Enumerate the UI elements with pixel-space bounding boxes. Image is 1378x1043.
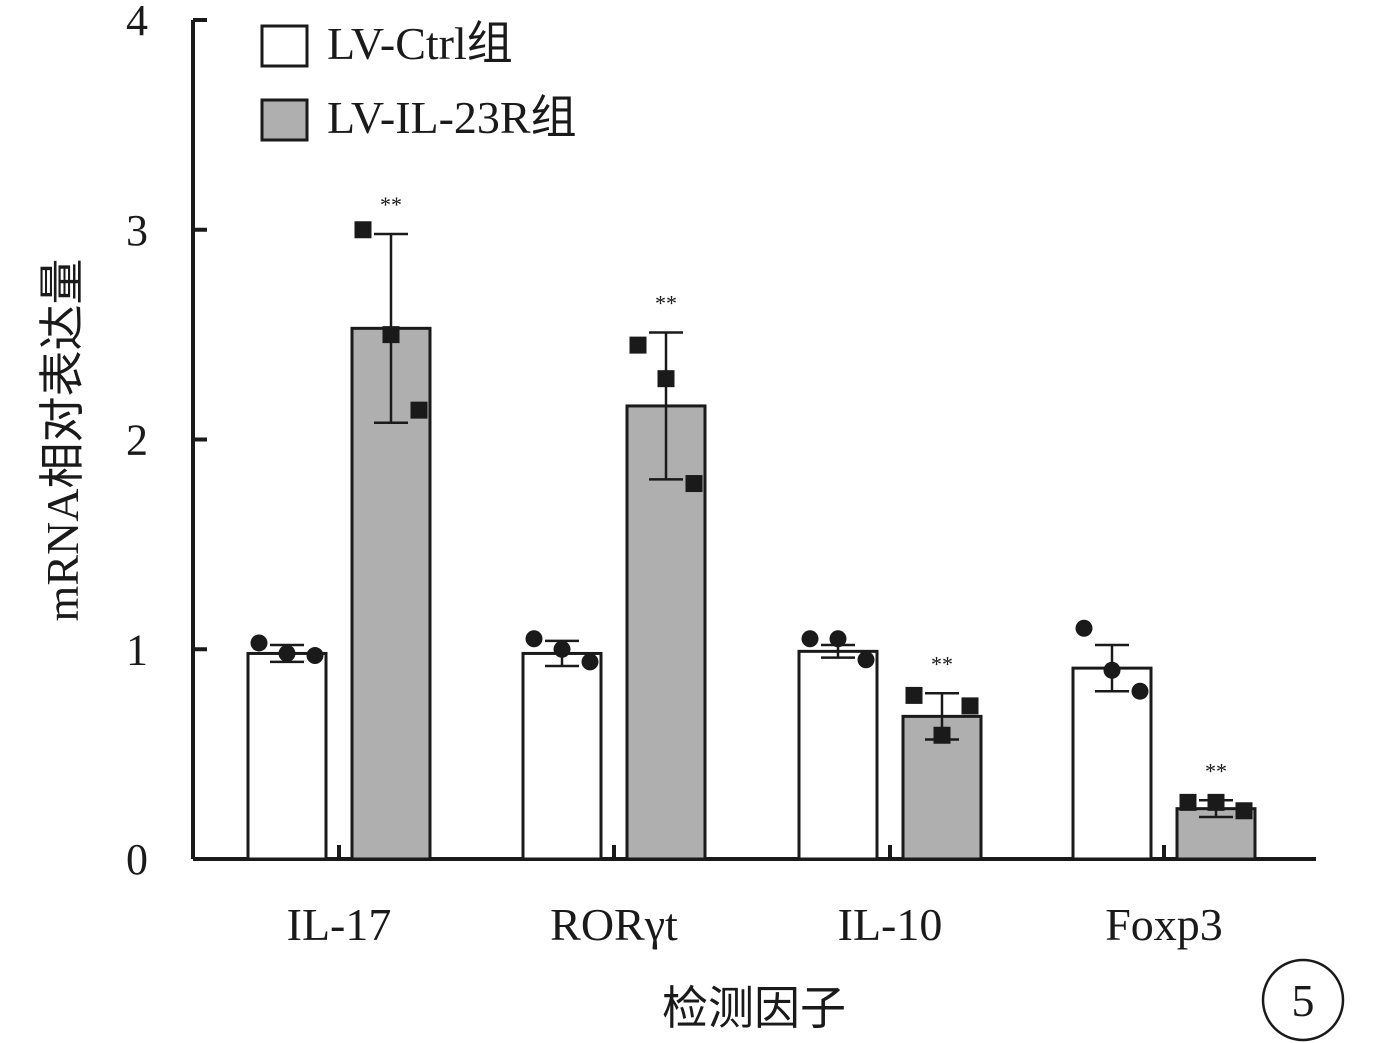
x-category-label: IL-10 — [838, 899, 943, 950]
data-point — [629, 336, 647, 354]
y-axis-title: mRNA相对表达量 — [37, 259, 88, 622]
significance-label: ** — [655, 291, 677, 316]
legend-label: LV-IL-23R组 — [327, 92, 577, 143]
significance-label: ** — [931, 651, 953, 676]
panel-badge-label: 5 — [1292, 975, 1315, 1026]
data-point — [410, 401, 428, 419]
data-point — [553, 640, 571, 658]
chart-bars: ** ** ** ** — [246, 192, 1257, 861]
data-point — [657, 370, 675, 388]
y-tick-label: 0 — [126, 835, 148, 884]
data-point — [961, 697, 979, 715]
chart-axes: 0 1 2 3 4 IL-17 RORγt IL-10 Foxp3 — [126, 0, 1316, 950]
legend-label: LV-Ctrl组 — [327, 18, 513, 69]
data-point — [685, 475, 703, 493]
significance-label: ** — [1205, 758, 1227, 783]
data-point — [857, 651, 875, 669]
data-point — [278, 644, 296, 662]
panel-badge: 5 — [1261, 958, 1345, 1042]
legend-swatch — [260, 24, 309, 68]
data-point — [1131, 682, 1149, 700]
x-axis-title: 检测因子 — [662, 983, 846, 1034]
data-point — [801, 630, 819, 648]
data-point — [250, 634, 268, 652]
panel-badge-circle — [1261, 958, 1345, 1042]
bar — [797, 649, 879, 861]
data-point — [1179, 793, 1197, 811]
data-point — [525, 630, 543, 648]
data-point — [829, 630, 847, 648]
chart-legend: LV-Ctrl组 LV-IL-23R组 — [260, 18, 577, 143]
data-point — [933, 726, 951, 744]
data-point — [905, 686, 923, 704]
data-point — [1103, 661, 1121, 679]
y-tick-label: 3 — [126, 206, 148, 255]
significance-label: ** — [380, 192, 402, 217]
x-category-label: RORγt — [550, 899, 678, 950]
bar — [521, 651, 603, 861]
data-point — [1235, 802, 1253, 820]
data-point — [306, 647, 324, 665]
data-point — [581, 653, 599, 671]
data-point — [354, 221, 372, 239]
y-tick-label: 1 — [126, 625, 148, 674]
legend-swatch — [260, 98, 309, 142]
x-category-label: IL-17 — [287, 899, 392, 950]
data-point — [382, 326, 400, 344]
bar — [246, 651, 328, 861]
bar — [1071, 666, 1153, 861]
data-point — [1207, 793, 1225, 811]
data-point — [1075, 619, 1093, 637]
y-tick-label: 2 — [126, 416, 148, 465]
x-category-label: Foxp3 — [1105, 899, 1223, 950]
y-tick-label: 4 — [126, 0, 148, 45]
